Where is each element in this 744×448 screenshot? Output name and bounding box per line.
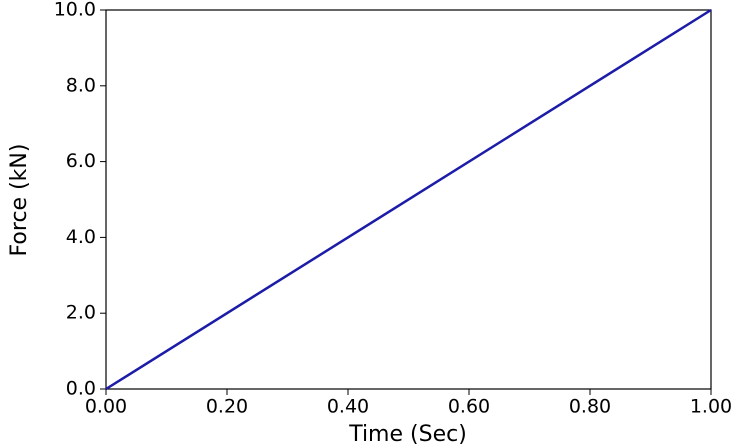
x-tick-label: 0.40 bbox=[327, 396, 369, 418]
y-tick-label: 0.0 bbox=[66, 378, 96, 400]
x-tick-label: 0.20 bbox=[206, 396, 248, 418]
x-tick-label: 0.00 bbox=[85, 396, 127, 418]
y-tick-label: 4.0 bbox=[66, 226, 96, 248]
x-tick-label: 0.60 bbox=[448, 396, 490, 418]
y-tick-label: 6.0 bbox=[66, 150, 96, 172]
y-tick-label: 2.0 bbox=[66, 302, 96, 324]
y-tick-label: 8.0 bbox=[66, 74, 96, 96]
x-tick-label: 0.80 bbox=[569, 396, 611, 418]
x-axis-label: Time (Sec) bbox=[348, 422, 467, 447]
x-tick-label: 1.00 bbox=[690, 396, 732, 418]
data-line bbox=[105, 8, 712, 391]
y-axis-label: Force (kN) bbox=[7, 144, 32, 257]
y-tick-label: 10.0 bbox=[54, 0, 96, 21]
plot-frame bbox=[105, 9, 712, 390]
